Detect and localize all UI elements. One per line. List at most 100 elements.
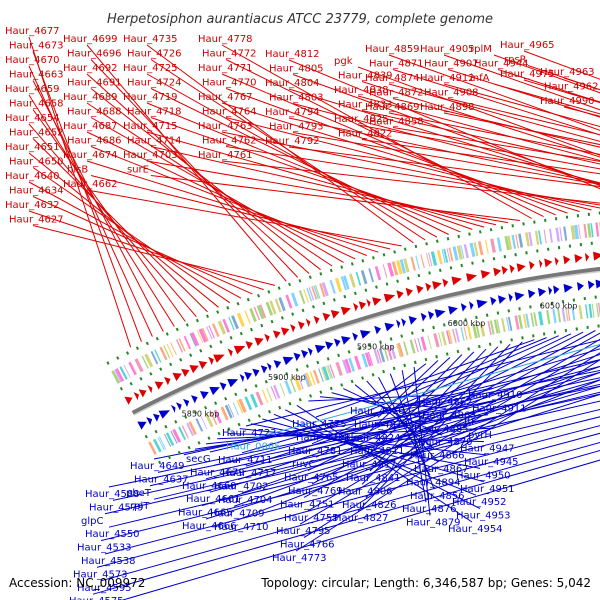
feature-block (278, 297, 286, 312)
feature-block (383, 347, 389, 361)
gene-arrow (209, 386, 220, 396)
gene-arrow (480, 270, 491, 279)
gene-label: ruvC (292, 459, 315, 470)
leader-line (32, 196, 253, 295)
gene-label: Haur_4824 (346, 433, 401, 444)
gene-arrow (358, 301, 367, 310)
feature-block (294, 376, 302, 391)
leader-line (32, 51, 142, 342)
feature-block (325, 365, 332, 380)
gene-label: Haur_4640 (5, 171, 60, 182)
gene-label: Haur_4714 (127, 136, 182, 147)
gene-label: Haur_4662 (63, 179, 118, 190)
feature-block (446, 248, 451, 262)
feature-block (196, 330, 204, 344)
feature-block (340, 276, 347, 291)
topology-text: Topology: circular; Length: 6,346,587 bp… (260, 576, 591, 590)
gene-label: Haur_4775 (292, 419, 347, 430)
feature-block (170, 342, 177, 356)
gene-arrow (341, 336, 351, 345)
leader-line (86, 160, 379, 253)
gene-label: Haur_4660 (182, 481, 237, 492)
leader-line (237, 379, 600, 521)
feature-block (250, 393, 259, 408)
gene-label: Haur_4761 (198, 150, 253, 161)
feature-block (588, 303, 593, 318)
leader-line (121, 459, 600, 600)
gene-label: Haur_4766 (280, 540, 335, 551)
feature-block (528, 231, 533, 246)
gene-label: Haur_4735 (123, 34, 178, 45)
feature-block (585, 304, 589, 319)
feature-block (289, 378, 297, 393)
gene-label: Haur_4726 (127, 49, 182, 60)
feature-block (165, 432, 175, 446)
feature-block (514, 315, 520, 330)
gene-label: secG (186, 454, 211, 465)
feature-block (477, 241, 484, 256)
feature-block (396, 260, 403, 275)
feature-block (552, 309, 557, 324)
leader-line (90, 59, 299, 278)
leader-line (221, 160, 600, 204)
leader-line (28, 65, 153, 337)
feature-block (298, 290, 306, 304)
feature-block (232, 402, 239, 416)
leader-line (86, 102, 333, 267)
feature-block (361, 353, 369, 368)
gene-arrow (239, 373, 245, 383)
gene-arrow (172, 372, 182, 382)
gene-arrow (183, 398, 190, 407)
forward-gene-labels: Haur_4677Haur_4673Haur_4670Haur_4663Haur… (5, 26, 599, 226)
feature-block (417, 337, 422, 352)
feature-block (342, 359, 349, 374)
gene-label: Haur_4965 (500, 40, 555, 51)
leader-line (90, 88, 321, 271)
feature-block (399, 259, 406, 274)
accession-text: Accession: NC_009972 (9, 576, 145, 590)
leader-line (361, 81, 600, 158)
leader-line (32, 138, 208, 313)
gene-label: Haur_4910 (468, 390, 523, 401)
feature-block (583, 223, 588, 238)
gene-label: Haur_4908 (424, 88, 479, 99)
leader-line (241, 348, 600, 454)
gene-label: hisB (67, 165, 88, 176)
feature-block (364, 352, 372, 367)
gene-label: Haur_4781 (288, 446, 343, 457)
feature-block (546, 310, 551, 325)
gene-arrow (434, 309, 446, 318)
gene-label: Haur_4816 (350, 406, 405, 417)
gene-label: Haur_4874 (365, 73, 420, 84)
leader-line (225, 88, 568, 214)
feature-block (452, 328, 457, 343)
gene-arrow (146, 417, 153, 426)
gene-label: Haur_4947 (460, 444, 515, 455)
leader-line (303, 352, 600, 539)
gene-arrow (460, 303, 467, 312)
feature-block (313, 285, 319, 299)
gene-label: Haur_4822 (338, 129, 393, 140)
feature-block (210, 411, 218, 425)
feature-block (446, 330, 451, 345)
feature-block (493, 319, 499, 334)
feature-block (190, 332, 200, 347)
gene-arrow (405, 287, 413, 297)
feature-block (265, 301, 274, 316)
gene-arrow (158, 410, 170, 419)
feature-block (297, 375, 304, 390)
gene-arrow (137, 421, 147, 430)
gene-arrow (372, 297, 382, 306)
feature-block (189, 333, 197, 347)
leader-line (86, 189, 402, 247)
feature-block (463, 244, 469, 259)
gene-label: Haur_4792 (265, 136, 320, 147)
feature-block (334, 277, 343, 293)
gene-label: Haur_4950 (456, 470, 511, 481)
feature-block (201, 327, 209, 342)
gene-label: Haur_4679 (190, 467, 245, 478)
gene-arrow (290, 324, 296, 333)
leader-line (365, 351, 475, 458)
gene-arrow (272, 330, 281, 339)
feature-block (253, 306, 260, 321)
